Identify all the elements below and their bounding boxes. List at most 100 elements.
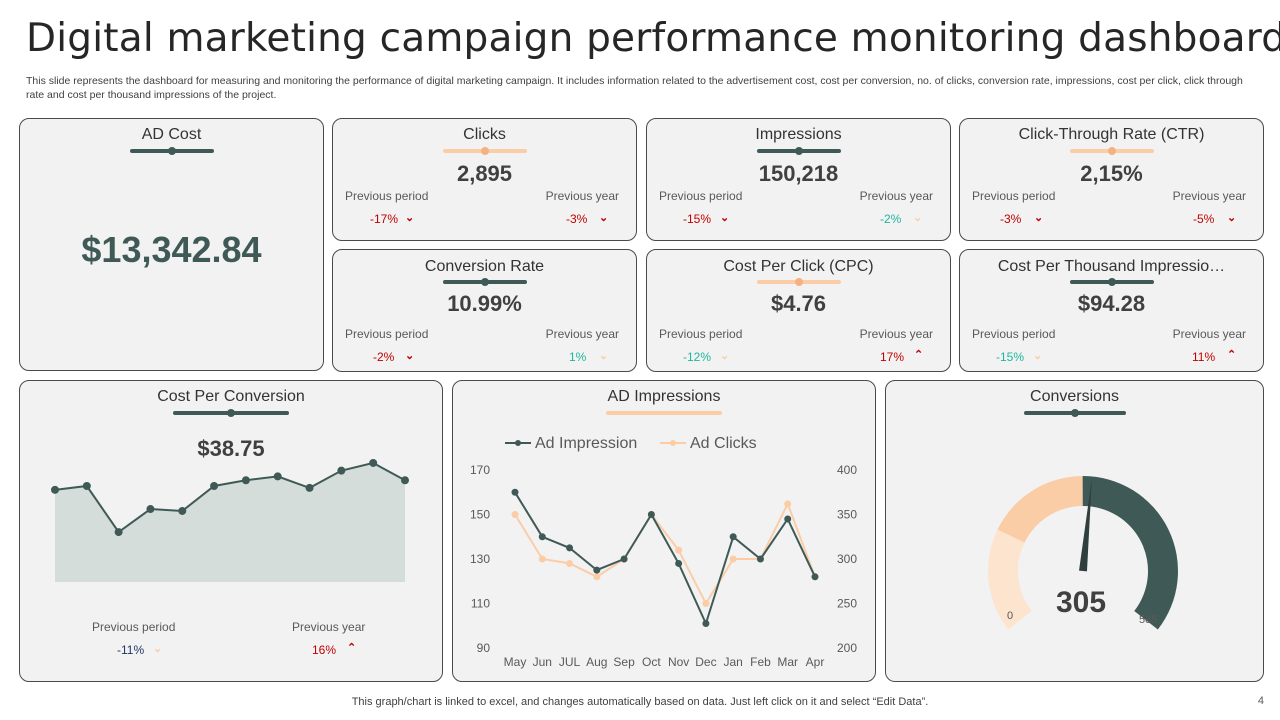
cost-per-conversion-card[interactable]: Cost Per Conversion $38.75 Previous peri… [19, 380, 443, 682]
gauge-value: 305 [1056, 586, 1107, 619]
series-point [675, 559, 683, 567]
series-point [511, 511, 519, 518]
series-point [620, 555, 628, 563]
x-tick-label: Aug [586, 655, 607, 669]
cost-per-conversion-area-chart [51, 458, 409, 582]
cost-per-conversion-value: $38.75 [197, 436, 265, 461]
prev-year-label: Previous year [859, 189, 933, 203]
legend-label: Ad Impression [535, 435, 637, 452]
legend-marker [670, 440, 676, 446]
ad-cost-card[interactable]: AD Cost $13,342.84 [19, 118, 324, 371]
prev-year-change: 11% [1192, 350, 1216, 364]
page-title: Digital marketing campaign performance m… [26, 16, 1280, 61]
prev-year-change: 1% [569, 350, 587, 364]
kpi-card-ctr[interactable]: Click-Through Rate (CTR) 2,15% Previous … [959, 118, 1264, 241]
chevron-up-icon: ⌃ [1227, 349, 1237, 361]
legend-marker [515, 440, 521, 446]
series-point [538, 533, 546, 541]
kpi-card-cpm[interactable]: Cost Per Thousand Impressio… $94.28 Prev… [959, 249, 1264, 372]
kpi-title: Conversion Rate [424, 258, 545, 275]
x-tick-label: Mar [777, 655, 798, 669]
kpi-value: 2,895 [456, 161, 513, 186]
y-left-tick-label: 130 [470, 552, 490, 566]
title-underline [606, 411, 722, 415]
chevron-down-icon: ⌄ [1227, 212, 1237, 224]
prev-period-label: Previous period [92, 620, 176, 634]
area-point [273, 472, 282, 481]
ad-cost-title: AD Cost [141, 126, 202, 143]
prev-year-label: Previous year [545, 189, 619, 203]
x-tick-label: Dec [695, 655, 716, 669]
chevron-down-icon: ⌄ [405, 212, 415, 224]
y-right-tick-label: 400 [837, 463, 857, 477]
series-point [511, 488, 519, 496]
page-subtitle: This slide represents the dashboard for … [26, 75, 1243, 101]
chevron-down-icon: ⌄ [1034, 212, 1044, 224]
x-tick-label: JUL [559, 655, 581, 669]
chevron-down-icon: ⌄ [599, 212, 609, 224]
chevron-up-icon: ⌃ [347, 642, 357, 654]
prev-year-change: 17% [880, 350, 905, 364]
area-point [401, 476, 409, 485]
x-tick-label: Nov [668, 655, 689, 669]
kpi-value: 2,15% [1080, 161, 1143, 186]
series-point [566, 544, 574, 552]
x-tick-label: Oct [642, 655, 661, 669]
series-point [729, 533, 737, 541]
prev-year-label: Previous year [859, 327, 933, 341]
prev-period-label: Previous period [345, 327, 429, 341]
series-point [593, 573, 601, 581]
series-point [647, 511, 655, 518]
prev-year-label: Previous year [1172, 189, 1246, 203]
prev-period-change: -3% [1000, 212, 1022, 226]
prev-period-label: Previous period [972, 327, 1056, 341]
series-point [566, 559, 574, 567]
prev-year-change: 16% [312, 643, 337, 657]
kpi-title: Click-Through Rate (CTR) [1018, 126, 1205, 143]
ad-impressions-card[interactable]: AD Impressions 170 150 130 110 90 400 350 300 25… [452, 380, 876, 682]
kpi-card-clicks[interactable]: Clicks 2,895 Previous period Previous ye… [332, 118, 637, 241]
gauge-band [997, 476, 1083, 543]
area-point [178, 506, 187, 515]
gauge-min-label: 0 [1007, 610, 1014, 622]
x-tick-label: Jun [533, 655, 552, 669]
y-right-tick-label: 250 [837, 597, 857, 611]
kpi-card-cpc[interactable]: Cost Per Click (CPC) $4.76 Previous peri… [646, 249, 951, 372]
title-underline [442, 278, 527, 286]
x-tick-label: Apr [806, 655, 825, 669]
kpi-title: Cost Per Click (CPC) [723, 258, 874, 275]
kpi-value: $94.28 [1077, 291, 1146, 316]
series-point [811, 573, 819, 581]
prev-period-change: -15% [683, 212, 712, 226]
x-tick-label: Jan [724, 655, 743, 669]
y-left-tick-label: 170 [470, 463, 490, 477]
prev-period-label: Previous period [659, 189, 743, 203]
x-tick-label: Sep [613, 655, 635, 669]
page-number: 4 [1257, 695, 1264, 707]
kpi-card-conversion-rate[interactable]: Conversion Rate 10.99% Previous period P… [332, 249, 637, 372]
kpi-value: 150,218 [758, 161, 839, 186]
prev-period-change: -17% [370, 212, 399, 226]
series-point [784, 500, 792, 508]
prev-period-label: Previous period [345, 189, 429, 203]
conversions-card[interactable]: Conversions 305 0 585 [885, 380, 1264, 682]
x-tick-label: Feb [750, 655, 771, 669]
series-point [702, 600, 710, 607]
title-underline [442, 147, 527, 155]
kpi-card-impressions[interactable]: Impressions 150,218 Previous period Prev… [646, 118, 951, 241]
area-point [114, 528, 123, 537]
y-left-tick-label: 150 [470, 508, 490, 522]
title-underline [1069, 278, 1154, 286]
area-point [369, 458, 378, 467]
gauge-max-label: 585 [1139, 614, 1158, 626]
y-left-tick-label: 90 [477, 641, 491, 655]
title-underline [756, 147, 841, 155]
area-line [54, 461, 406, 534]
gauge-needle [1079, 478, 1092, 572]
area-point [305, 483, 314, 492]
y-right-tick-label: 200 [837, 641, 857, 655]
gauge-band [1082, 476, 1178, 630]
title-underline [129, 147, 214, 155]
chevron-down-icon: ⌄ [913, 212, 923, 224]
chevron-up-icon: ⌃ [914, 349, 924, 361]
